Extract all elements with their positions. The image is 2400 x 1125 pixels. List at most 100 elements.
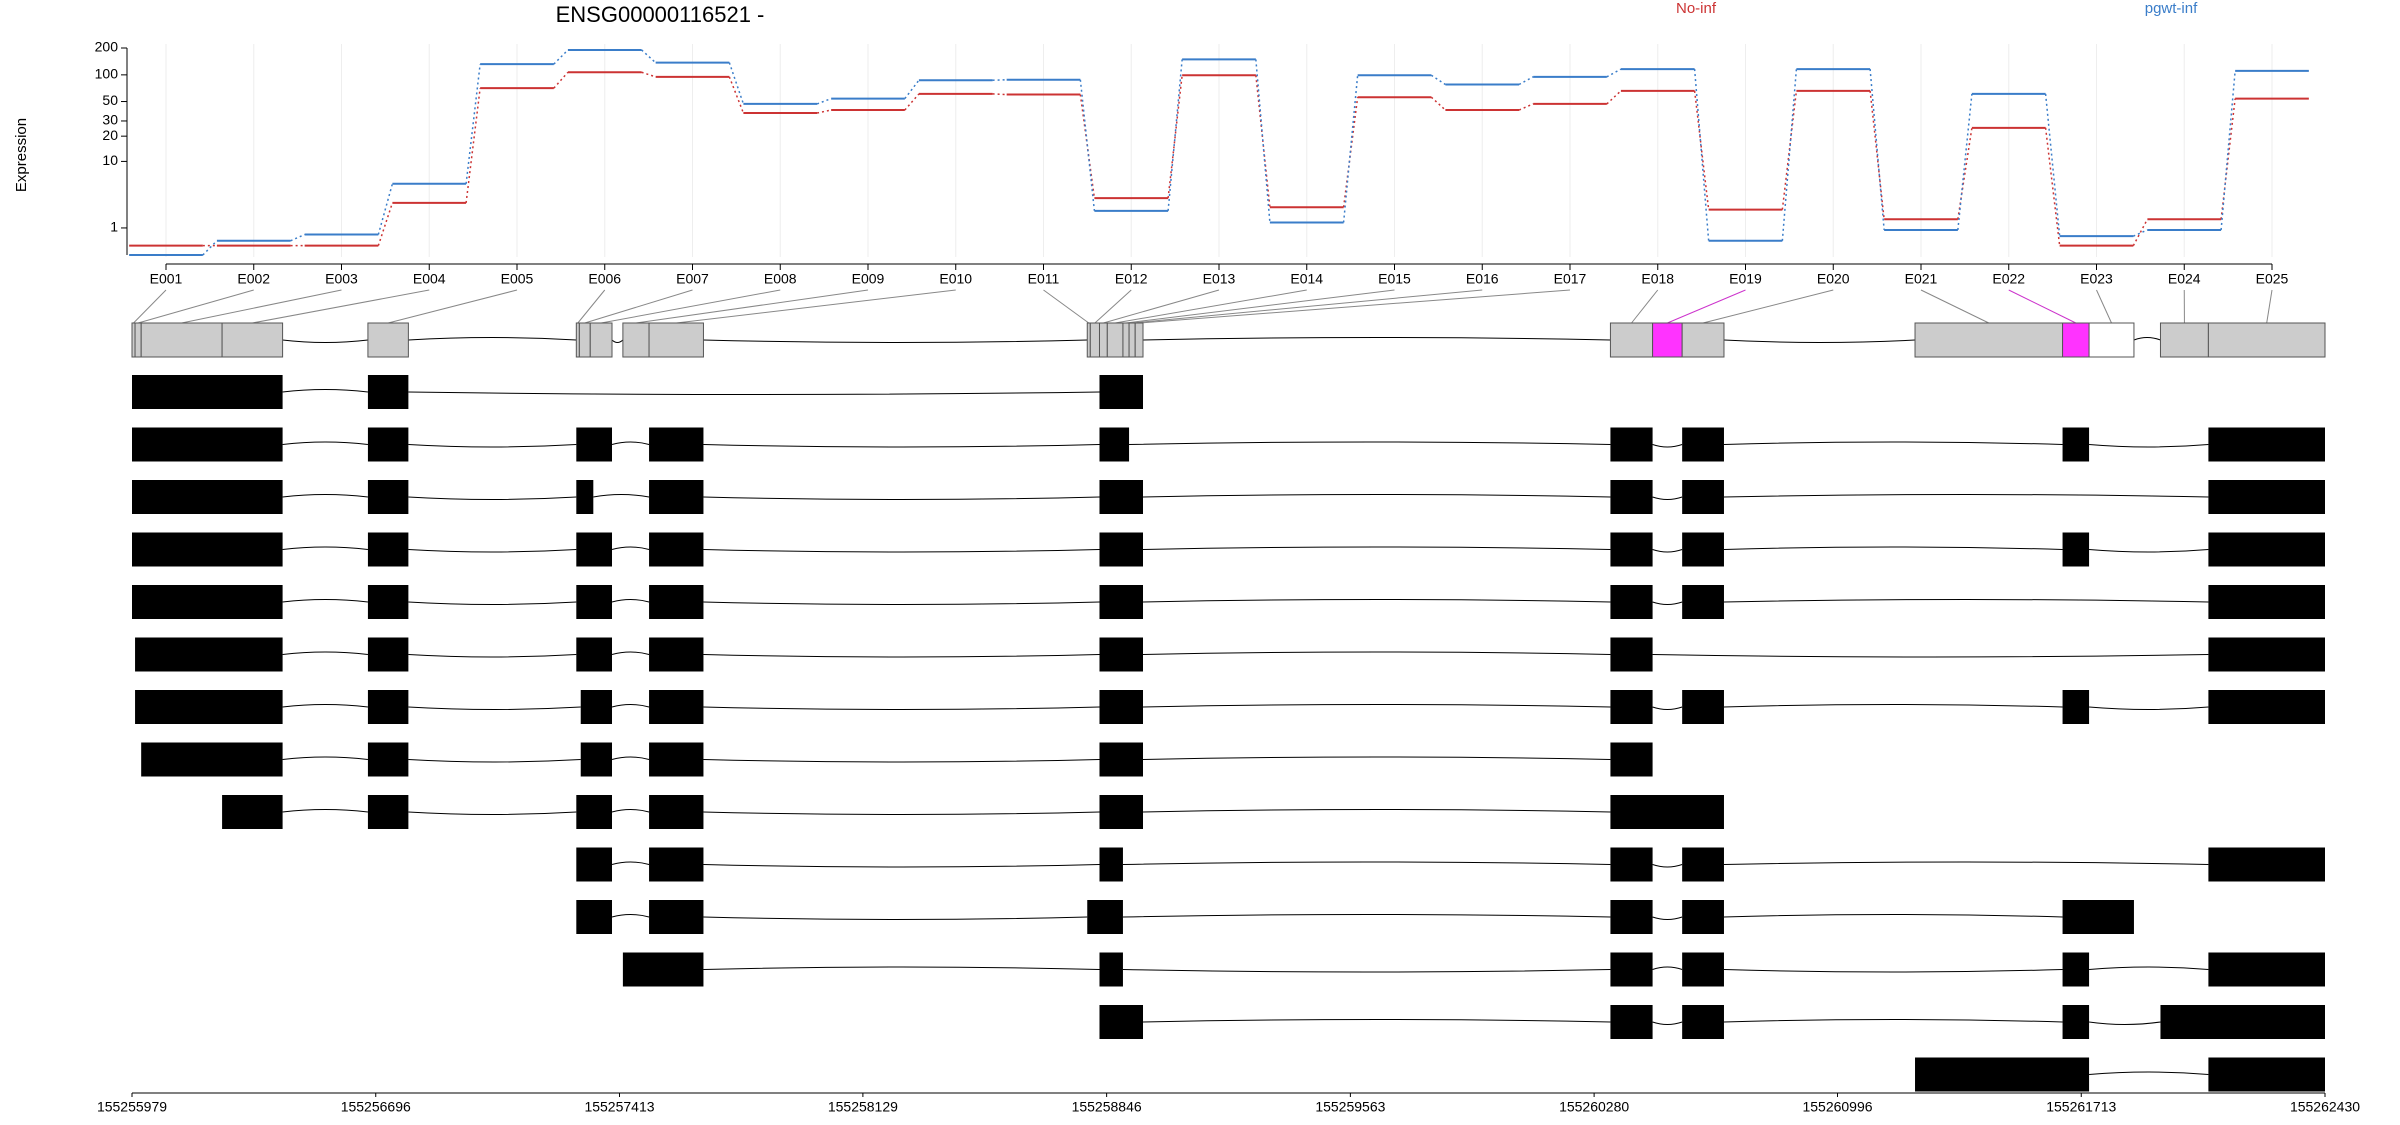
- intron: [703, 655, 1099, 658]
- transcript-exon: [1610, 953, 1652, 987]
- exon: [1107, 323, 1123, 357]
- x-tick-label: 155259563: [1315, 1099, 1385, 1115]
- step-connector: [817, 110, 831, 113]
- transcript-exon: [2063, 900, 2134, 934]
- exon: [590, 323, 612, 357]
- step-connector: [1344, 75, 1358, 222]
- transcript-exon: [368, 795, 408, 829]
- exon: [2089, 323, 2134, 357]
- step-connector: [1782, 69, 1796, 241]
- transcript-exon: [1099, 375, 1143, 409]
- intron: [703, 865, 1099, 868]
- transcript-exon: [1682, 480, 1724, 514]
- x-tick-label: E010: [939, 271, 972, 287]
- step-connector: [1080, 80, 1094, 211]
- step-connector: [642, 50, 656, 63]
- intron: [283, 442, 368, 445]
- transcript-exon: [576, 795, 612, 829]
- step-connector: [905, 94, 919, 110]
- transcript-exon: [1610, 585, 1652, 619]
- transcript-exon: [623, 953, 704, 987]
- intron: [408, 760, 580, 763]
- intron: [703, 812, 1099, 815]
- exon: [141, 323, 222, 357]
- transcript-exon: [368, 743, 408, 777]
- intron: [1653, 445, 1683, 448]
- exon-connector: [1115, 290, 1307, 323]
- transcript-exon: [1682, 585, 1724, 619]
- transcript-exon: [649, 743, 703, 777]
- transcript-exon: [1610, 690, 1652, 724]
- exon-connector: [138, 290, 254, 323]
- transcript-exon: [576, 585, 612, 619]
- exon-connector: [1921, 290, 1989, 323]
- y-tick-label: 10: [102, 152, 118, 168]
- transcript-exon: [368, 585, 408, 619]
- intron: [1653, 550, 1683, 553]
- transcript-exon: [222, 795, 283, 829]
- intron: [612, 652, 649, 655]
- exon-connector: [1703, 290, 1833, 323]
- exon-connector: [388, 290, 517, 323]
- step-connector: [2221, 71, 2235, 230]
- transcript-exon: [368, 480, 408, 514]
- transcript-exon: [1099, 795, 1143, 829]
- intron: [408, 550, 576, 553]
- intron: [1724, 442, 2063, 445]
- x-tick-label: E015: [1378, 271, 1411, 287]
- intron: [2089, 1022, 2160, 1025]
- intron: [1123, 970, 1610, 973]
- intron: [283, 547, 368, 550]
- intron: [1653, 917, 1683, 920]
- transcript-exon: [1610, 638, 1652, 672]
- intron: [593, 495, 649, 498]
- x-tick-label: E013: [1203, 271, 1236, 287]
- transcript-exon: [649, 533, 703, 567]
- transcript-exon: [368, 638, 408, 672]
- transcript-exon: [581, 690, 612, 724]
- transcript-exon: [1087, 900, 1123, 934]
- y-axis-label: Expression: [13, 118, 30, 192]
- transcript-exon: [132, 533, 283, 567]
- intron: [703, 917, 1087, 920]
- transcript-exon: [368, 690, 408, 724]
- intron: [2089, 967, 2208, 970]
- transcript-exon: [1099, 480, 1143, 514]
- x-tick-label: 155260280: [1559, 1099, 1629, 1115]
- intron: [283, 705, 368, 708]
- transcript-exon: [1610, 480, 1652, 514]
- exon: [649, 323, 703, 357]
- step-connector: [1607, 69, 1621, 77]
- intron: [1129, 442, 1610, 445]
- intron: [283, 495, 368, 498]
- x-tick-label: E011: [1028, 271, 1060, 287]
- step-connector: [1431, 75, 1445, 84]
- y-tick-label: 200: [95, 39, 119, 55]
- step-connector: [1607, 91, 1621, 104]
- step-connector: [203, 241, 217, 255]
- x-tick-label: 155258846: [1072, 1099, 1142, 1115]
- transcript-exon: [2208, 848, 2325, 882]
- transcript-exon: [2208, 953, 2325, 987]
- intron: [2134, 338, 2161, 341]
- intron: [612, 340, 623, 343]
- intron: [2089, 550, 2208, 553]
- step-connector: [291, 235, 305, 241]
- intron: [1143, 652, 1610, 655]
- transcript-exon: [576, 848, 612, 882]
- legend-label: No-inf: [1676, 0, 1717, 17]
- transcript-exon: [581, 743, 612, 777]
- x-tick-label: E020: [1817, 271, 1850, 287]
- x-tick-label: 155257413: [584, 1099, 654, 1115]
- exon: [1682, 323, 1724, 357]
- step-connector: [1431, 97, 1445, 110]
- transcript-exon: [1610, 428, 1652, 462]
- transcript-exon: [649, 900, 703, 934]
- intron: [283, 652, 368, 655]
- intron: [408, 338, 576, 341]
- step-connector: [1168, 75, 1182, 198]
- step-connector: [1256, 59, 1270, 222]
- transcript-exon: [1610, 743, 1652, 777]
- exon-connector: [252, 290, 429, 323]
